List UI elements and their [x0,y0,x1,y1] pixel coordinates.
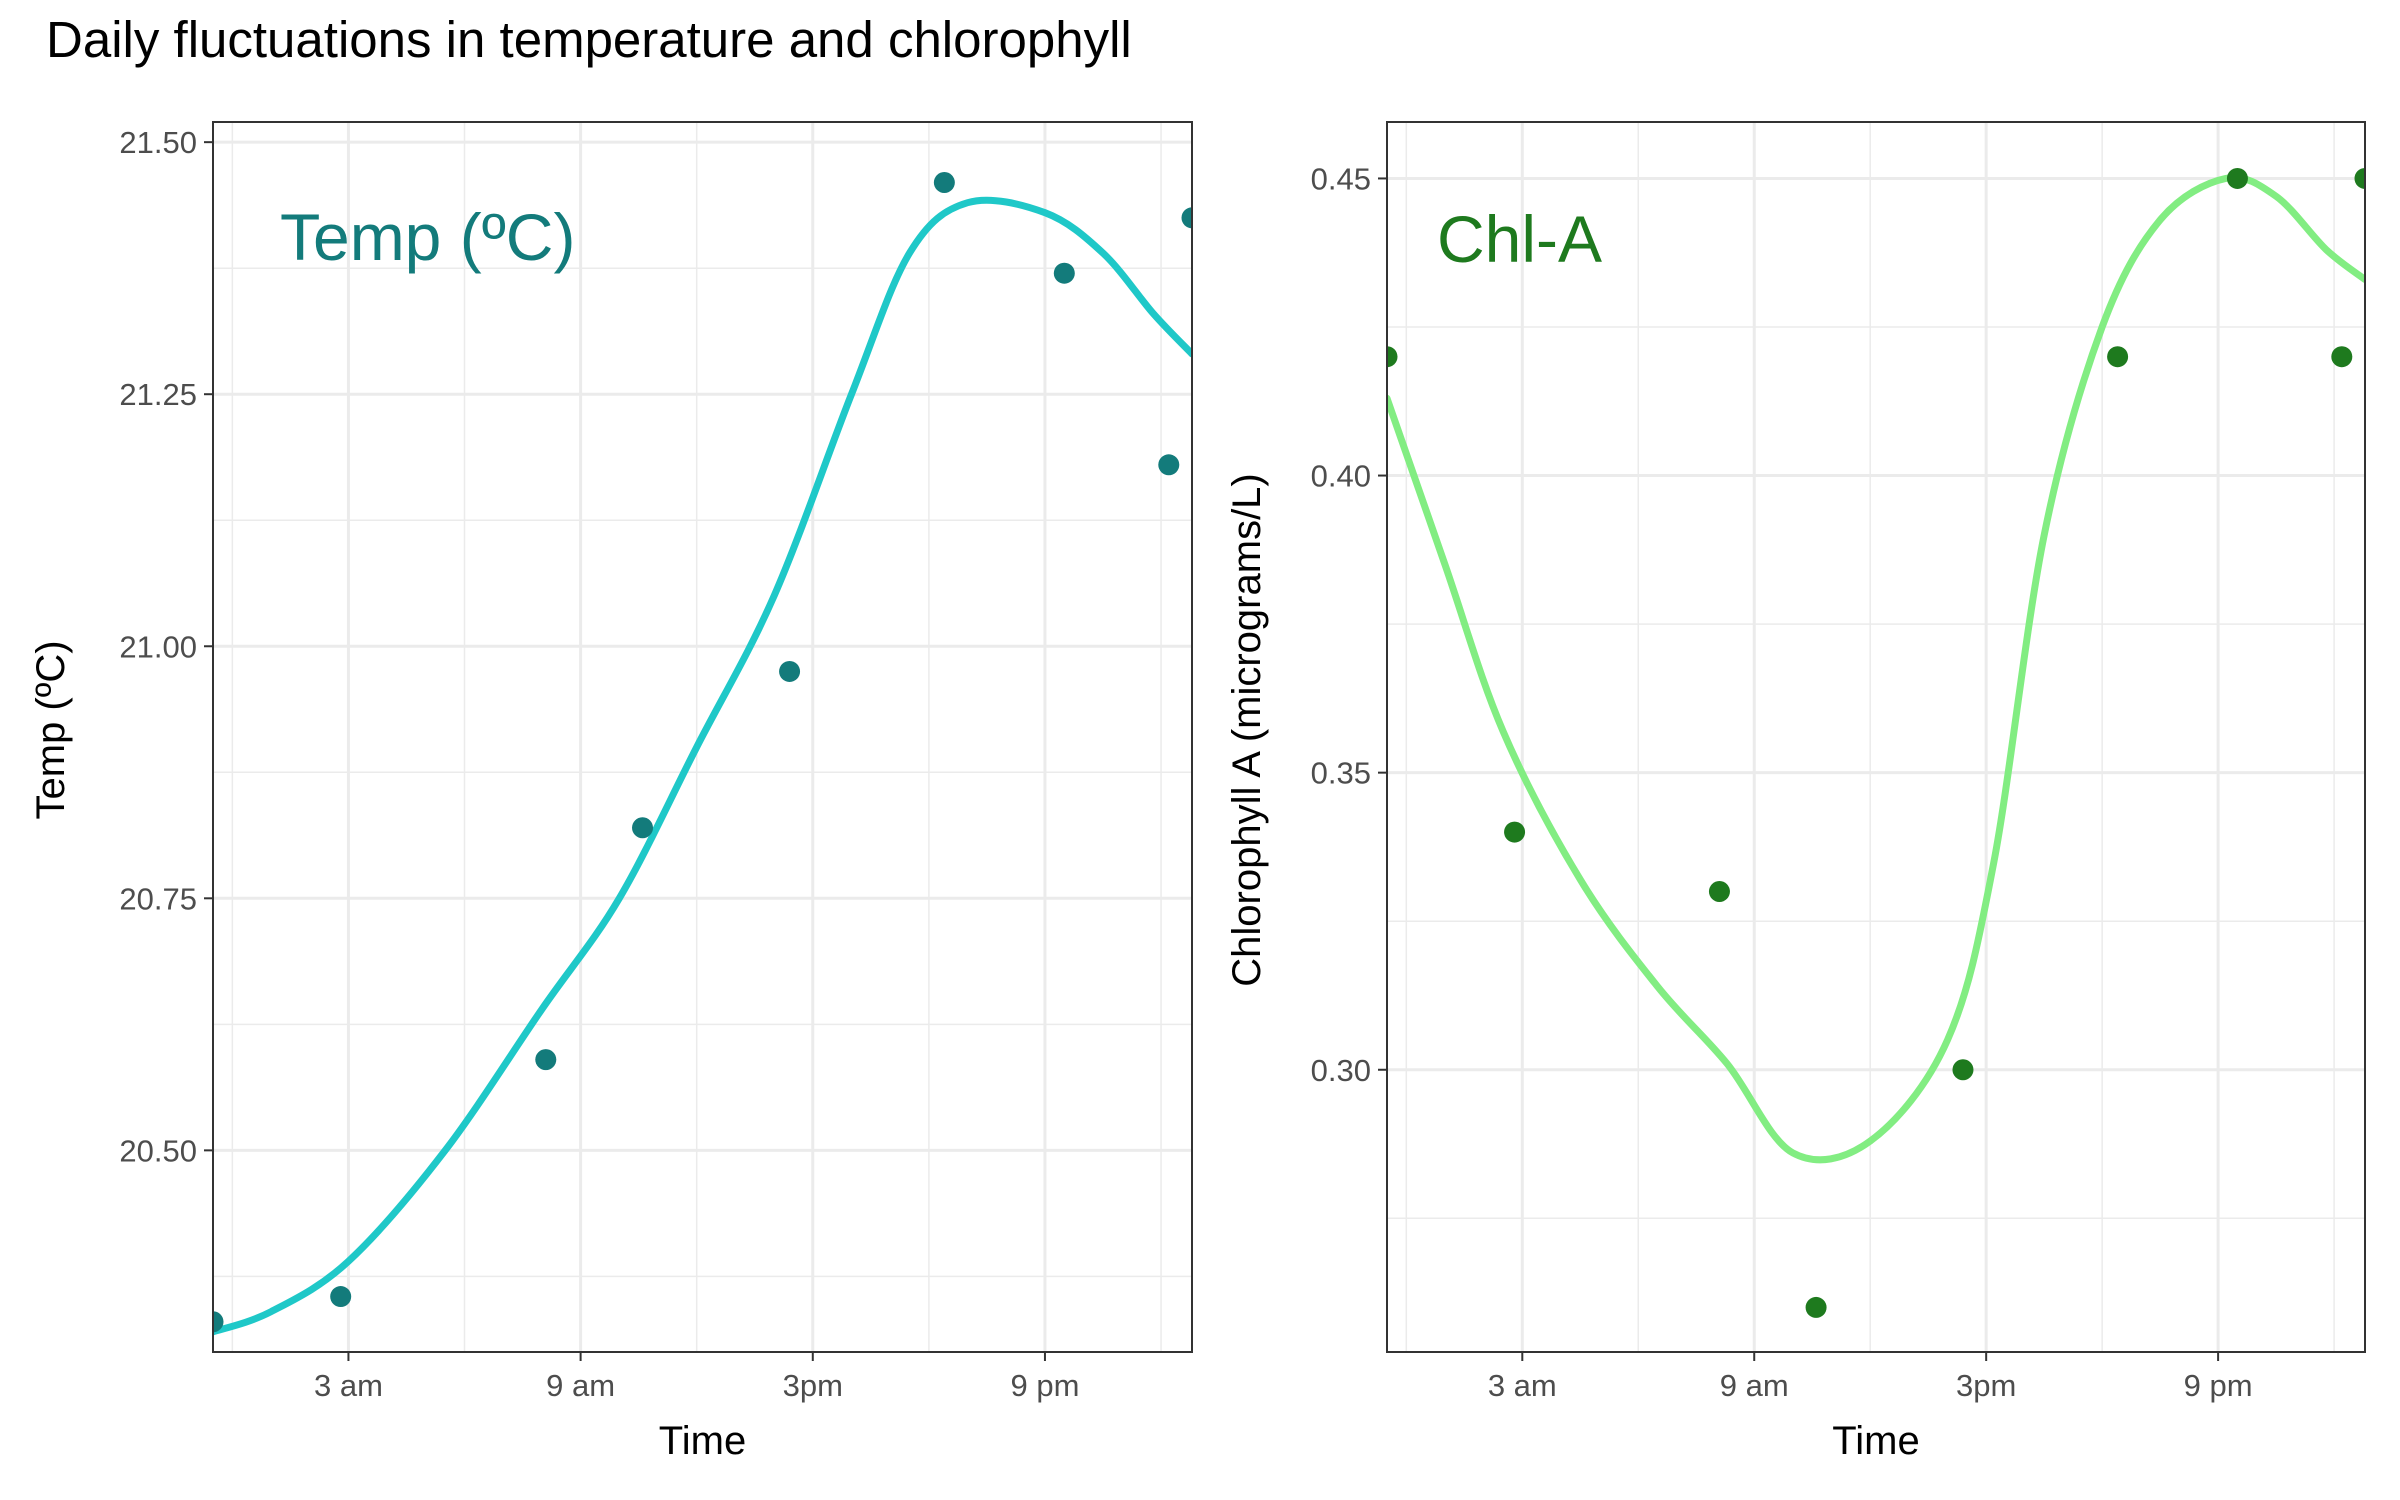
panel-chl: 3 am 9 am 3pm 9 pm 0.30 0.35 0.40 0.45 Time Chlor… [1225,121,2366,1463]
x-tick-label: 3 am [314,1368,383,1403]
data-point [1387,346,1398,368]
data-point [2354,167,2365,189]
x-tick-label: 3pm [783,1368,843,1403]
data-point [213,1311,224,1333]
data-point [1181,207,1192,229]
data-point [1053,262,1075,284]
data-layer [213,171,1192,1336]
data-point [1952,1059,1974,1081]
y-tick-label: 0.40 [1311,459,1371,494]
panel-border [1386,121,2366,1353]
y-tick-label: 21.25 [119,377,197,412]
data-point [1805,1296,1827,1318]
data-point [1504,821,1526,843]
y-tick-label: 20.50 [119,1133,197,1168]
x-axis-title: Time [659,1419,746,1463]
y-axis-title: Temp (ºC) [29,640,73,819]
x-tick-label: 9 am [546,1368,615,1403]
data-point [1708,880,1730,902]
panel-label-temp: Temp (ºC) [280,200,575,274]
panel-label-chl: Chl-A [1437,202,1602,276]
x-tick-label: 9 pm [2184,1368,2253,1403]
panel-temp: 3 am 9 am 3pm 9 pm 20.50 20.75 21.00 21.25 21.50… [29,121,1193,1463]
data-point [933,171,955,193]
data-point [632,817,654,839]
y-tick-label: 0.45 [1311,161,1371,196]
smooth-line-temp [213,196,1192,1336]
data-point [330,1286,352,1308]
smooth-line-chl [1387,174,2365,1164]
data-point [2107,346,2129,368]
x-tick-label: 9 pm [1010,1368,1079,1403]
data-point [2226,167,2248,189]
data-point [2331,346,2353,368]
y-tick-label: 0.35 [1311,756,1371,791]
y-tick-label: 0.30 [1311,1053,1371,1088]
panel-border [212,121,1193,1353]
x-tick-label: 9 am [1720,1368,1789,1403]
y-axis-title: Chlorophyll A (micrograms/L) [1225,473,1269,987]
chart-title: Daily fluctuations in temperature and ch… [46,11,1132,68]
x-tick-label: 3pm [1956,1368,2016,1403]
y-tick-label: 20.75 [119,881,197,916]
y-tick-label: 21.00 [119,629,197,664]
data-point [1158,454,1180,476]
data-point [779,660,801,682]
data-layer [1387,167,2365,1318]
x-tick-label: 3 am [1488,1368,1557,1403]
x-axis-title: Time [1832,1419,1919,1463]
y-tick-label: 21.50 [119,125,197,160]
data-point [535,1049,557,1071]
